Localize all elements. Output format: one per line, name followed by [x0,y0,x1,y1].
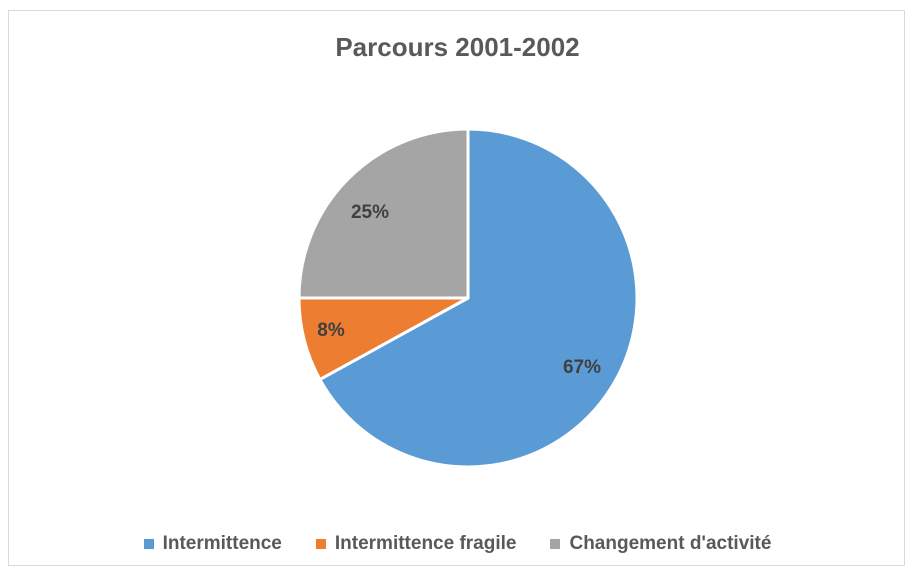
legend-swatch-changement-activite [550,539,561,549]
legend-item-intermittence: Intermittence [143,533,282,555]
legend-label-changement-activite: Changement d'activité [569,533,772,554]
pie-slice-intermittence [318,127,639,469]
legend-label-intermittence: Intermittence [162,533,282,554]
legend: Intermittence Intermittence fragile Chan… [0,533,915,555]
data-label-changement-activite: 25% [351,202,389,223]
legend-label-intermittence-fragile: Intermittence fragile [334,533,517,554]
data-label-intermittence-fragile: 8% [317,320,345,341]
legend-swatch-intermittence [143,539,154,549]
data-label-intermittence: 67% [563,357,601,378]
pie-slice-changement-activite [297,127,470,300]
legend-item-changement-activite: Changement d'activité [550,533,771,555]
legend-item-intermittence-fragile: Intermittence fragile [315,533,517,555]
legend-swatch-intermittence-fragile [315,539,326,549]
chart-title: Parcours 2001-2002 [335,32,580,62]
